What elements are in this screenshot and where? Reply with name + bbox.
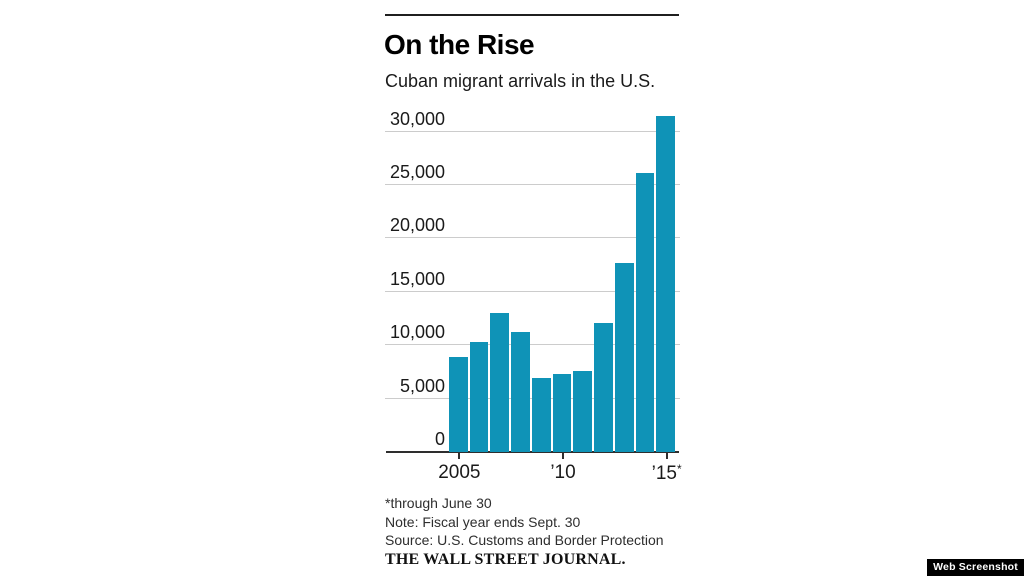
- gridline-15000: [385, 291, 680, 292]
- gridline-20000: [385, 237, 680, 238]
- plot-area: 0 5,000 10,000 15,000 20,000 25,000 30,000 2005…: [385, 105, 682, 484]
- bar-2007: [490, 313, 510, 452]
- bar-2006: [469, 342, 489, 452]
- top-rule: [385, 14, 679, 16]
- y-axis-label-5000: 5,000: [399, 375, 445, 396]
- y-axis-label-25000: 25,000: [389, 162, 445, 183]
- chart-subtitle: Cuban migrant arrivals in the U.S.: [385, 71, 656, 91]
- x-axis-label-5: ’10: [550, 462, 576, 483]
- y-axis-label-0: 0: [434, 429, 445, 449]
- x-axis-tick: [562, 452, 564, 459]
- y-axis-label-10000: 10,000: [389, 322, 445, 343]
- bar-2010: [552, 374, 572, 452]
- footnote-note: Note: Fiscal year ends Sept. 30: [385, 513, 581, 530]
- footnotes: *through June 30 Note: Fiscal year ends …: [385, 494, 664, 550]
- x-axis-line: [386, 451, 679, 453]
- x-axis-tick: [665, 452, 668, 459]
- gridline-10000: [385, 344, 680, 345]
- y-axis-label-20000: 20,000: [389, 215, 445, 236]
- x-axis-label-0: 2005: [438, 462, 481, 483]
- y-axis-label-30000: 30,000: [389, 108, 445, 129]
- web-screenshot-badge: Web Screenshot: [927, 559, 1024, 576]
- bar-2014: [635, 173, 655, 452]
- bar-2011: [573, 370, 593, 452]
- wsj-wordmark: THE WALL STREET JOURNAL.: [385, 551, 626, 568]
- footnote-source: Source: U.S. Customs and Border Protecti…: [385, 532, 664, 548]
- bar-2012: [594, 322, 613, 452]
- bar-2015*: [656, 115, 675, 452]
- y-axis-label-15000: 15,000: [389, 268, 445, 289]
- chart-title: On the Rise: [384, 29, 535, 60]
- asterisk-superscript: *: [676, 462, 682, 476]
- x-axis-tick: [458, 452, 461, 459]
- bar-2009: [531, 378, 551, 452]
- gridline-25000: [385, 184, 680, 185]
- footnote-asterisk: *through June 30: [385, 495, 492, 511]
- bar-2013: [614, 263, 634, 452]
- bar-2008: [511, 332, 530, 452]
- bar-2005: [449, 357, 468, 452]
- x-axis-label-10: ’15*: [651, 462, 682, 484]
- gridline-30000: [385, 131, 680, 132]
